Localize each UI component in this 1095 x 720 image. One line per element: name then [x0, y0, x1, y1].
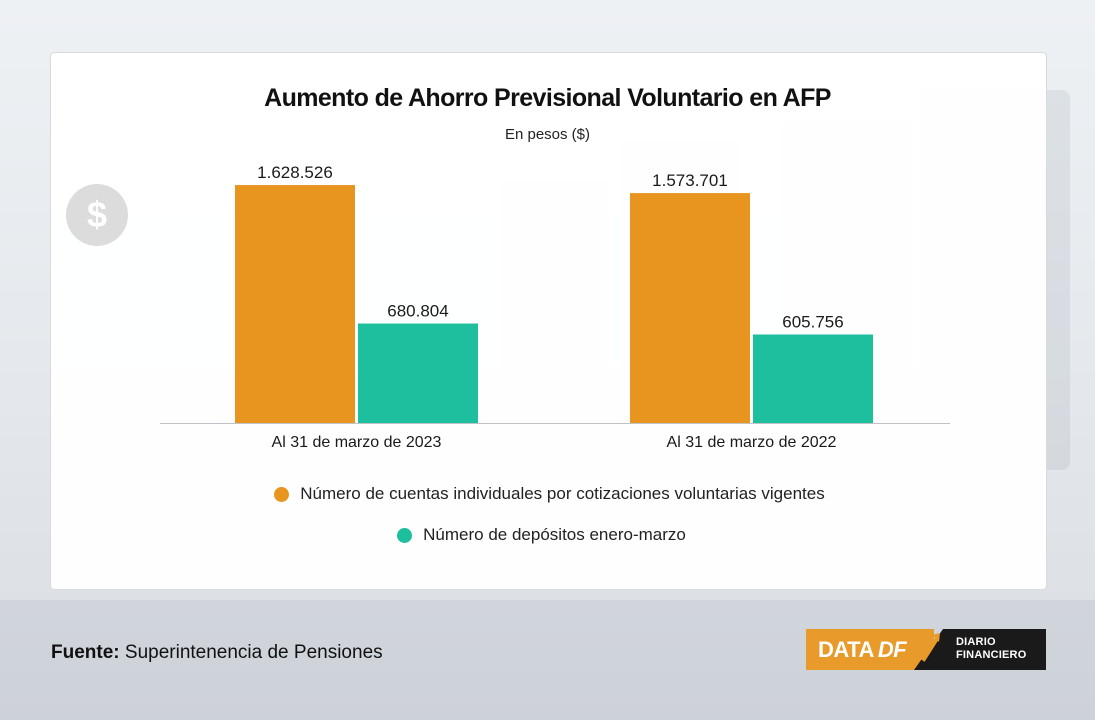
bar-depositos-2022: [753, 334, 873, 423]
legend-swatch-cuentas: [274, 486, 290, 502]
legend-label-cuentas: Número de cuentas individuales por cotiz…: [300, 484, 825, 503]
x-tick-label-2022: Al 31 de marzo de 2022: [667, 434, 837, 451]
logo-line1: DIARIO: [956, 636, 996, 648]
dollar-icon: $: [66, 184, 128, 246]
logo-data-block: DATA DF: [806, 629, 934, 670]
legend-item-cuentas: Número de cuentas individuales por cotiz…: [2, 484, 1095, 507]
bar-cuentas-2023: [235, 185, 355, 423]
datadf-logo: DATA DF DIARIO FINANCIERO: [806, 629, 1046, 670]
data-label-depositos-2022: 605.756: [782, 312, 843, 331]
logo-df-text: DF: [877, 636, 907, 662]
bar-cuentas-2022: [630, 193, 750, 423]
data-label-cuentas-2023: 1.628.526: [257, 163, 333, 182]
x-tick-label-2023: Al 31 de marzo de 2023: [272, 434, 442, 451]
chart-subtitle: En pesos ($): [504, 126, 591, 143]
legend-label-depositos: Número de depósitos enero-marzo: [423, 525, 686, 544]
legend-swatch-depositos: [397, 527, 413, 543]
legend-item-depositos: Número de depósitos enero-marzo: [4, 525, 1095, 548]
source-note: Fuente: Superintenencia de Pensiones: [51, 642, 383, 664]
source-text: Superintenencia de Pensiones: [124, 642, 383, 663]
logo-line2: FINANCIERO: [956, 649, 1027, 661]
chart-title: Aumento de Ahorro Previsional Voluntario…: [264, 84, 831, 112]
data-label-depositos-2023: 680.804: [387, 302, 448, 321]
data-label-cuentas-2022: 1.573.701: [652, 171, 728, 190]
trend-arrow-icon: [902, 633, 940, 667]
bar-depositos-2023: [358, 323, 478, 423]
chart-card: [50, 52, 1047, 590]
logo-data-text: DATA: [818, 636, 874, 662]
source-label: Fuente:: [51, 642, 120, 663]
